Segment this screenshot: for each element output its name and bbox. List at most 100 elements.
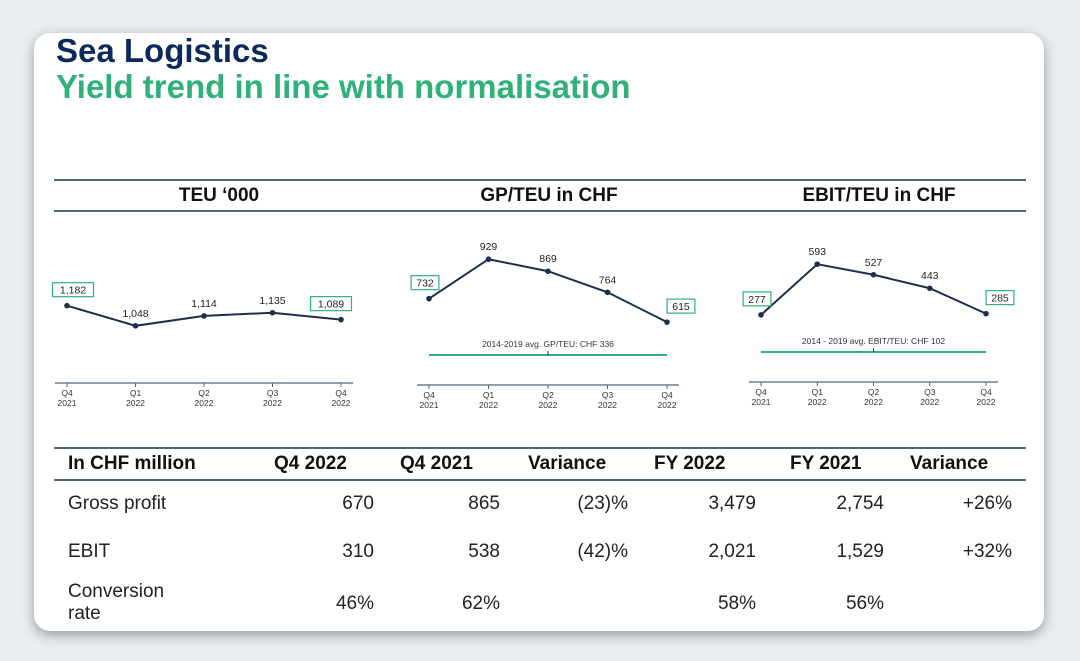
- data-label-box: [666, 298, 696, 314]
- x-tick-label: Q4: [335, 388, 347, 398]
- data-label-box: [985, 290, 1015, 306]
- data-point: [426, 295, 432, 302]
- x-tick-label: Q1: [812, 387, 824, 397]
- cell: 1,529: [836, 541, 884, 562]
- table-header-fy-2021: FY 2021: [790, 453, 862, 474]
- data-label: 1,089: [318, 299, 344, 311]
- data-label: 869: [539, 253, 557, 265]
- cell: 2,021: [708, 541, 756, 562]
- cell: +32%: [962, 541, 1012, 562]
- x-tick-label: 2022: [864, 397, 883, 407]
- table-header-variance-q: Variance: [528, 453, 607, 474]
- x-tick-label: 2022: [263, 398, 282, 408]
- x-tick-label: 2022: [479, 400, 498, 410]
- data-point: [870, 271, 877, 278]
- data-point: [545, 268, 551, 275]
- data-label: 277: [748, 294, 766, 306]
- data-label: 764: [599, 274, 617, 286]
- charts-top-rule: [54, 179, 1026, 181]
- x-tick-label: 2022: [332, 398, 351, 408]
- data-point: [201, 313, 207, 319]
- table-top-rule: [54, 447, 1026, 449]
- cell: (23)%: [577, 493, 628, 514]
- cell: 538: [468, 541, 500, 562]
- slide-card: Sea Logistics Yield trend in line with n…: [34, 33, 1044, 631]
- data-label: 732: [416, 278, 434, 290]
- charts-svg: Q42021Q12022Q22022Q32022Q420221,1821,048…: [51, 241, 1015, 410]
- x-tick-label: Q4: [661, 390, 673, 400]
- data-label: 615: [672, 301, 690, 313]
- x-tick-label: Q2: [542, 390, 554, 400]
- cell: 46%: [335, 593, 374, 614]
- table-header-rule: [54, 479, 1026, 481]
- data-label-box: [742, 291, 772, 307]
- x-tick-label: 2022: [658, 400, 677, 410]
- row-label-conversion-rate-line2: rate: [68, 603, 101, 624]
- x-tick-label: Q3: [267, 388, 279, 398]
- data-label-box: [309, 296, 353, 312]
- table-header-label: In CHF million: [68, 453, 196, 474]
- x-tick-label: 2022: [126, 398, 145, 408]
- x-tick-label: Q1: [483, 390, 495, 400]
- data-point: [64, 302, 70, 309]
- x-tick-label: 2021: [58, 398, 77, 408]
- x-tick-label: 2022: [598, 400, 617, 410]
- cell: (42)%: [577, 541, 628, 562]
- x-tick-label: 2021: [752, 397, 771, 407]
- data-label-box: [51, 282, 95, 298]
- data-point: [485, 256, 492, 263]
- row-label-ebit: EBIT: [68, 541, 111, 562]
- chart-title-teu: TEU ‘000: [178, 185, 260, 206]
- chart-title-gp-teu: GP/TEU in CHF: [480, 185, 618, 206]
- reference-label: 2014 - 2019 avg. EBIT/TEU: CHF 102: [802, 336, 945, 346]
- data-point: [604, 289, 611, 296]
- data-point: [269, 309, 276, 316]
- data-label: 285: [991, 293, 1009, 305]
- data-point: [926, 285, 933, 292]
- row-label-conversion-rate-line1: Conversion: [68, 581, 165, 602]
- x-tick-label: Q3: [924, 387, 936, 397]
- data-point: [664, 319, 670, 325]
- x-tick-label: 2022: [808, 397, 827, 407]
- table-header-q4-2022: Q4 2022: [274, 453, 347, 474]
- data-label-box: [410, 275, 440, 291]
- x-tick-label: Q4: [423, 390, 435, 400]
- slide-title: Sea Logistics: [56, 33, 269, 69]
- x-tick-label: Q4: [755, 387, 767, 397]
- x-tick-label: Q2: [868, 387, 880, 397]
- x-tick-label: 2022: [920, 397, 939, 407]
- x-tick-label: 2022: [195, 398, 214, 408]
- cell: 670: [342, 493, 374, 514]
- x-tick-label: 2022: [977, 397, 996, 407]
- slide-subtitle: Yield trend in line with normalisation: [56, 68, 631, 105]
- x-tick-label: Q1: [130, 388, 142, 398]
- cell: 865: [468, 493, 500, 514]
- table-header-q4-2021: Q4 2021: [400, 453, 473, 474]
- data-point: [338, 316, 344, 323]
- reference-label: 2014-2019 avg. GP/TEU: CHF 336: [482, 339, 614, 349]
- data-label: 443: [921, 270, 939, 282]
- x-tick-label: Q4: [61, 388, 73, 398]
- data-label: 929: [480, 241, 498, 253]
- data-label: 1,182: [60, 285, 86, 297]
- x-tick-label: 2022: [539, 400, 558, 410]
- cell: 3,479: [708, 493, 756, 514]
- x-tick-label: Q3: [602, 390, 614, 400]
- data-point: [132, 323, 139, 329]
- x-tick-label: Q2: [198, 388, 210, 398]
- table-header-fy-2022: FY 2022: [654, 453, 726, 474]
- data-label: 1,135: [259, 295, 285, 307]
- data-point: [983, 310, 989, 317]
- charts-header-rule: [54, 210, 1026, 212]
- cell: 62%: [461, 593, 500, 614]
- data-point: [758, 312, 764, 318]
- chart-title-ebit-teu: EBIT/TEU in CHF: [802, 185, 956, 206]
- row-label-gross-profit: Gross profit: [68, 493, 167, 514]
- x-tick-label: 2021: [420, 400, 439, 410]
- data-label: 593: [808, 246, 826, 258]
- x-tick-label: Q4: [980, 387, 992, 397]
- cell: 56%: [845, 593, 884, 614]
- cell: 58%: [717, 593, 756, 614]
- cell: +26%: [962, 493, 1012, 514]
- data-label: 527: [865, 257, 883, 269]
